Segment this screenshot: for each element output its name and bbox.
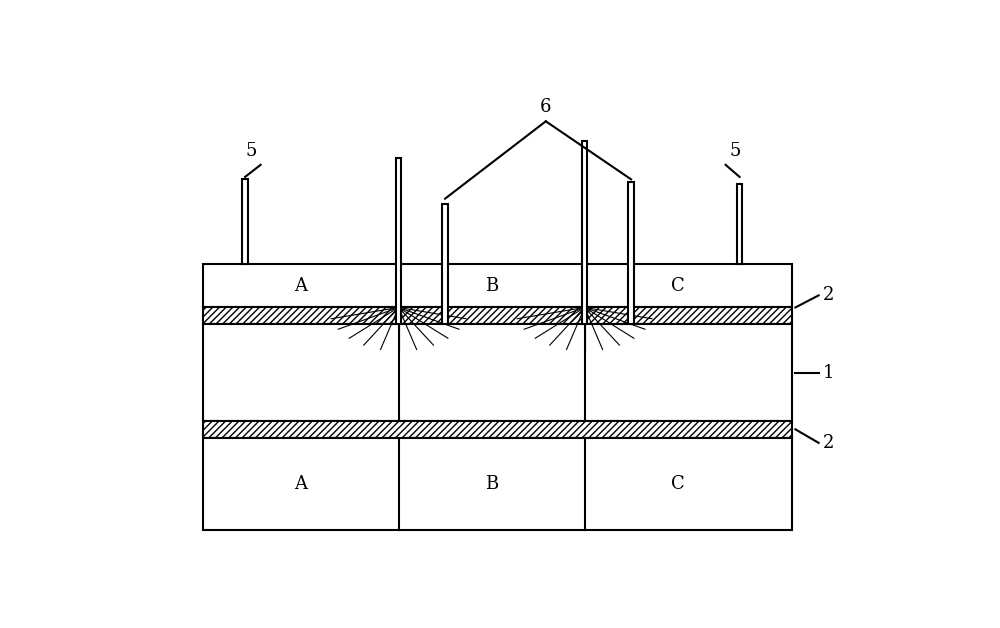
Text: C: C — [671, 277, 684, 295]
Bar — [202, 308, 792, 325]
Bar — [202, 264, 792, 308]
Text: 5: 5 — [245, 142, 257, 160]
Bar — [202, 438, 792, 530]
Bar — [202, 421, 792, 438]
Bar — [242, 180, 248, 264]
Text: 1: 1 — [822, 364, 834, 382]
Text: B: B — [485, 277, 498, 295]
Bar — [442, 203, 448, 325]
Text: A: A — [294, 475, 307, 493]
Bar — [202, 325, 792, 421]
Bar — [582, 141, 587, 325]
Text: B: B — [485, 475, 498, 493]
Bar — [628, 181, 634, 325]
Text: 2: 2 — [822, 286, 834, 305]
Text: A: A — [294, 277, 307, 295]
Text: 2: 2 — [822, 434, 834, 452]
Bar — [396, 158, 401, 325]
Text: C: C — [671, 475, 684, 493]
Text: 5: 5 — [730, 142, 741, 160]
Text: 6: 6 — [540, 99, 552, 116]
Bar — [737, 184, 742, 264]
